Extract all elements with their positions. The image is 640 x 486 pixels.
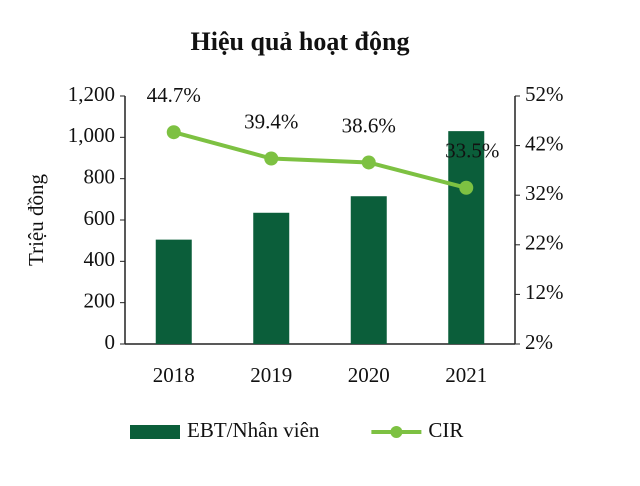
- y2-tick-label: 52%: [525, 82, 564, 106]
- bar: [448, 131, 485, 344]
- y-tick-label: 600: [84, 206, 116, 230]
- line-marker: [166, 125, 181, 140]
- y2-tick-label: 22%: [525, 231, 564, 255]
- chart-title: Hiệu quả hoạt động: [191, 27, 410, 56]
- y-tick-label: 0: [105, 330, 116, 354]
- bar: [155, 239, 192, 344]
- legend-label: CIR: [428, 418, 463, 442]
- y-tick-label: 800: [84, 164, 116, 188]
- x-tick-label: 2018: [153, 363, 195, 387]
- x-tick-label: 2019: [250, 363, 292, 387]
- data-label: 38.6%: [342, 113, 396, 137]
- bar: [253, 212, 290, 344]
- y-tick-label: 1,200: [68, 82, 115, 106]
- legend-swatch: [390, 426, 403, 438]
- y-axis-label: Triệu đồng: [24, 174, 48, 266]
- line-marker: [361, 155, 376, 170]
- x-tick-label: 2020: [348, 363, 390, 387]
- y-tick-label: 400: [84, 247, 116, 271]
- y-tick-label: 1,000: [68, 123, 115, 147]
- line: [173, 130, 467, 190]
- y-tick-label: 200: [84, 288, 116, 312]
- y2-tick-label: 42%: [525, 131, 564, 155]
- legend-swatch: [130, 425, 180, 439]
- data-label: 39.4%: [244, 109, 298, 133]
- legend-label: EBT/Nhân viên: [187, 418, 320, 442]
- bar: [350, 196, 387, 344]
- y2-tick-label: 2%: [525, 330, 553, 354]
- data-label: 44.7%: [147, 83, 201, 107]
- data-label: 33.5%: [445, 139, 499, 163]
- line-marker: [459, 180, 474, 195]
- y2-tick-label: 32%: [525, 181, 564, 205]
- y2-tick-label: 12%: [525, 280, 564, 304]
- line-marker: [264, 151, 279, 166]
- x-tick-label: 2021: [445, 363, 487, 387]
